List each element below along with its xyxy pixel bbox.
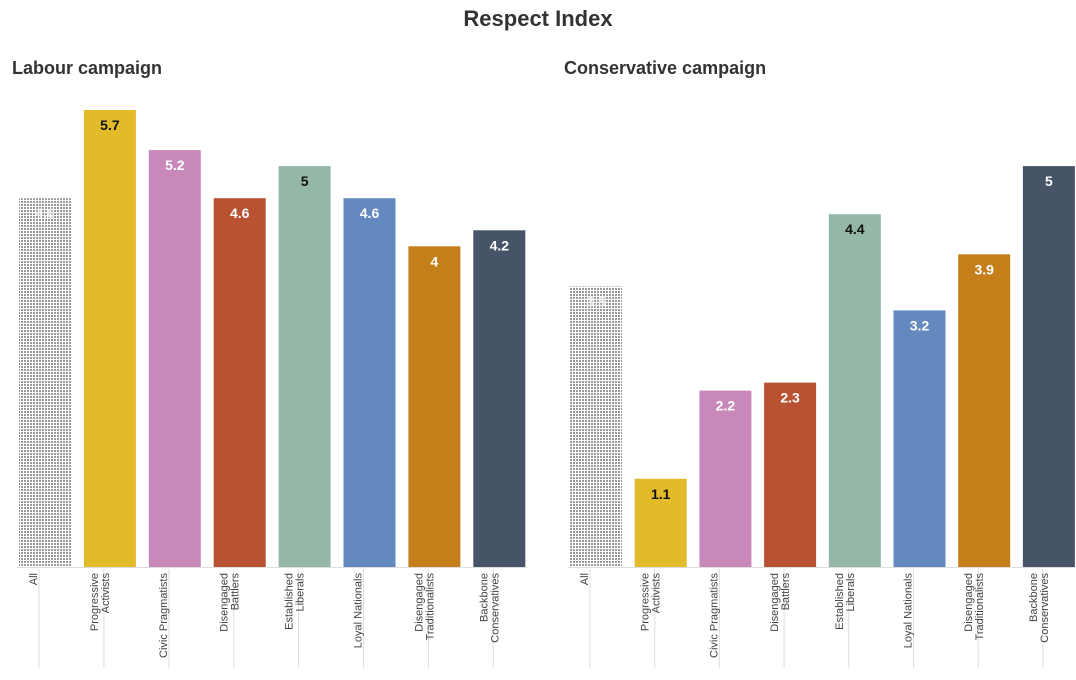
- labour-value-label-civic-pragmatists: 5.2: [165, 157, 185, 173]
- labour-bar-all: [19, 198, 71, 567]
- labour-value-label-loyal-nationals: 4.6: [360, 205, 380, 221]
- labour-bar-disengaged-battlers: [213, 198, 266, 567]
- labour-bar-established-liberals: [278, 166, 331, 567]
- conservative-bar-loyal-nationals: [893, 310, 946, 567]
- conservative-bar-backbone-conservatives: [1022, 166, 1075, 567]
- conservative-category-label-loyal-nationals: Loyal Nationals: [903, 573, 915, 649]
- labour-value-label-all: 4.6: [35, 205, 55, 221]
- labour-bar-disengaged-traditionalists: [408, 246, 461, 568]
- conservative-category-label-disengaged-traditionalists: DisengagedTraditionalists: [963, 573, 986, 641]
- conservative-category-label-civic-pragmatists: Civic Pragmatists: [708, 573, 720, 658]
- conservative-value-label-all: 3.5: [586, 293, 606, 309]
- labour-value-label-disengaged-battlers: 4.6: [230, 205, 250, 221]
- labour-category-label-all: All: [28, 573, 40, 585]
- conservative-value-label-disengaged-battlers: 2.3: [780, 390, 800, 406]
- conservative-category-label-established-liberals: EstablishedLiberals: [834, 573, 857, 630]
- conservative-bar-disengaged-battlers: [764, 382, 817, 567]
- conservative-value-label-backbone-conservatives: 5: [1045, 173, 1053, 189]
- labour-bar-loyal-nationals: [343, 198, 396, 567]
- labour-category-label-civic-pragmatists: Civic Pragmatists: [158, 573, 170, 658]
- conservative-bar-all: [570, 286, 622, 567]
- conservative-category-label-progressive-activists: ProgressiveActivists: [640, 573, 663, 632]
- conservative-category-label-all: All: [579, 573, 591, 585]
- labour-value-label-backbone-conservatives: 4.2: [490, 237, 510, 253]
- conservative-category-label-backbone-conservatives: BackboneConservatives: [1028, 573, 1051, 643]
- conservative-bar-civic-pragmatists: [699, 390, 752, 567]
- conservative-bar-established-liberals: [828, 214, 881, 567]
- chart-title: Respect Index: [463, 6, 613, 31]
- conservative-panel-title: Conservative campaign: [564, 58, 767, 78]
- labour-category-label-loyal-nationals: Loyal Nationals: [353, 573, 365, 649]
- conservative-value-label-disengaged-traditionalists: 3.9: [974, 261, 994, 277]
- labour-bar-civic-pragmatists: [148, 150, 201, 567]
- labour-panel-title: Labour campaign: [12, 58, 163, 78]
- labour-value-label-progressive-activists: 5.7: [100, 117, 120, 133]
- labour-bar-backbone-conservatives: [473, 230, 526, 568]
- labour-campaign-chart: 4.6 All 5.7 ProgressiveActivists 5.2 Civic Pr…: [17, 110, 528, 668]
- conservative-bar-disengaged-traditionalists: [958, 254, 1011, 568]
- conservative-campaign-chart: 3.5 All 1.1 ProgressiveActivists 2.2 Civic Pr…: [568, 166, 1076, 668]
- labour-value-label-established-liberals: 5: [301, 173, 309, 189]
- labour-bar-progressive-activists: [83, 110, 136, 567]
- labour-value-label-disengaged-traditionalists: 4: [431, 253, 439, 269]
- labour-category-label-backbone-conservatives: BackboneConservatives: [478, 573, 501, 643]
- conservative-value-label-established-liberals: 4.4: [845, 221, 865, 237]
- labour-category-label-progressive-activists: ProgressiveActivists: [89, 573, 112, 632]
- conservative-category-label-disengaged-battlers: DisengagedBattlers: [769, 573, 792, 632]
- labour-category-label-disengaged-battlers: DisengagedBattlers: [219, 573, 242, 632]
- conservative-value-label-loyal-nationals: 3.2: [910, 317, 930, 333]
- conservative-value-label-civic-pragmatists: 2.2: [716, 398, 736, 414]
- conservative-bar-progressive-activists: [634, 478, 687, 567]
- labour-category-label-established-liberals: EstablishedLiberals: [284, 573, 307, 630]
- conservative-value-label-progressive-activists: 1.1: [651, 486, 671, 502]
- labour-category-label-disengaged-traditionalists: DisengagedTraditionalists: [413, 573, 436, 641]
